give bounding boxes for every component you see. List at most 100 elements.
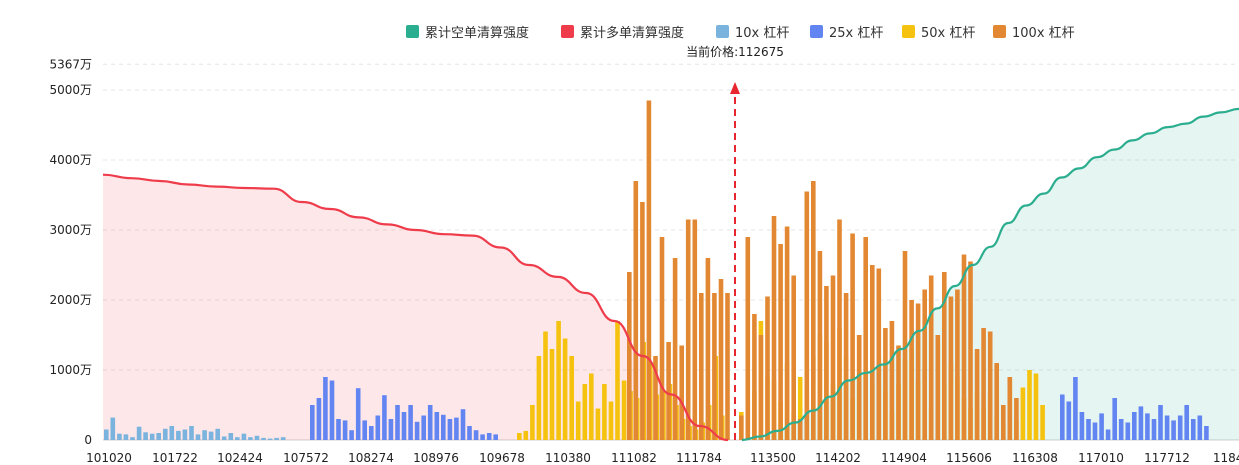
x-tick-label: 110380	[545, 451, 591, 465]
bar-25x	[369, 426, 374, 440]
legend-swatch-100x	[993, 24, 1006, 38]
current-price-label: 当前价格:112675	[686, 44, 784, 59]
bar-25x	[342, 420, 348, 440]
bar-100x	[863, 237, 868, 440]
bar-100x	[961, 254, 967, 440]
bar-10x	[117, 433, 122, 440]
bar-10x	[136, 426, 142, 440]
bar-100x	[784, 226, 790, 440]
bar-100x	[843, 293, 849, 440]
bar-25x	[1118, 419, 1124, 440]
bar-100x	[712, 293, 717, 440]
bar-10x	[130, 437, 135, 440]
x-tick-label: 109678	[479, 451, 525, 465]
legend-swatch-short-cumulative	[406, 24, 419, 38]
bar-25x	[1086, 419, 1091, 440]
cumulative-lines	[102, 107, 1239, 442]
y-axis: 0 1000万 2000万 3000万 4000万 5000万 5367万	[49, 57, 92, 447]
bar-25x	[1125, 422, 1131, 440]
bar-10x	[208, 431, 214, 440]
bar-100x	[672, 258, 678, 440]
bar-100x	[948, 296, 954, 440]
bar-100x	[870, 265, 875, 440]
bar-25x	[467, 426, 472, 440]
bar-10x	[267, 438, 273, 440]
bar-100x	[804, 191, 810, 440]
bar-10x	[274, 437, 279, 440]
legend-item-50x[interactable]: 50x 杠杆	[902, 20, 975, 42]
bar-100x	[909, 300, 914, 440]
legend-label-100x: 100x 杠杆	[1012, 25, 1075, 41]
bar-100x	[685, 219, 691, 440]
bar-100x	[902, 251, 908, 440]
bar-100x	[640, 202, 645, 440]
bar-100x	[968, 261, 973, 440]
x-axis: 101020 101722 102424 107572 108274 108976 1096…	[86, 451, 1239, 465]
bar-100x	[752, 314, 757, 440]
bar-100x	[811, 181, 816, 440]
y-tick-label: 5367万	[49, 57, 92, 71]
short-cumulative-line	[741, 107, 1239, 442]
bar-100x	[883, 328, 888, 440]
legend-item-long-cumulative[interactable]: 累计多单清算强度	[561, 20, 684, 42]
bar-100x	[915, 303, 921, 440]
bar-100x	[856, 335, 862, 440]
bar-25x	[1164, 415, 1170, 440]
bar-100x	[739, 415, 744, 440]
legend-label-long-cumulative: 累计多单清算强度	[580, 25, 685, 41]
bar-10x	[221, 436, 227, 440]
bar-25x	[480, 434, 485, 440]
bar-50x	[582, 384, 588, 440]
y-tick-label: 3000万	[49, 223, 92, 237]
bar-50x	[797, 377, 803, 440]
x-tick-label: 116308	[1012, 451, 1058, 465]
bar-10x	[163, 428, 168, 440]
bar-10x	[182, 429, 188, 440]
bar-50x	[543, 331, 548, 440]
y-tick-label: 4000万	[49, 153, 92, 167]
bar-100x	[653, 356, 658, 440]
bar-25x	[323, 377, 328, 440]
y-tick-label: 2000万	[49, 293, 92, 307]
y-tick-label: 5000万	[49, 83, 92, 97]
bar-50x	[523, 430, 529, 440]
legend-label-25x: 25x 杠杆	[829, 25, 884, 41]
bar-50x	[1020, 387, 1026, 440]
bar-100x	[633, 181, 639, 440]
bar-10x	[110, 417, 116, 440]
x-tick-label: 111082	[611, 451, 657, 465]
bar-100x	[1014, 398, 1019, 440]
legend-item-short-cumulative[interactable]: 累计空单清算强度	[406, 20, 529, 42]
bar-100x	[758, 335, 764, 440]
legend-item-25x[interactable]: 25x 杠杆	[810, 20, 883, 42]
bar-25x	[1073, 377, 1078, 440]
legend-item-100x[interactable]: 100x 杠杆	[993, 20, 1075, 42]
x-tick-label: 114904	[881, 451, 927, 465]
x-tick-label: 102424	[217, 451, 263, 465]
bar-25x	[1197, 415, 1203, 440]
bar-100x	[928, 275, 934, 440]
legend: 累计空单清算强度 累计多单清算强度 10x 杠杆 25x 杠杆 50x 杠杆 1…	[0, 20, 1239, 42]
legend-swatch-long-cumulative	[561, 24, 574, 38]
bar-100x	[830, 275, 836, 440]
legend-item-10x[interactable]: 10x 杠杆	[716, 20, 789, 42]
bar-100x	[725, 293, 730, 440]
bar-100x	[679, 345, 684, 440]
bar-25x	[401, 412, 407, 440]
bar-50x	[530, 405, 535, 440]
bar-10x	[189, 426, 194, 440]
bar-50x	[569, 356, 574, 440]
bar-25x	[1138, 406, 1144, 440]
y-tick-label: 1000万	[49, 363, 92, 377]
bar-100x	[718, 279, 724, 440]
x-tick-label: 108274	[348, 451, 394, 465]
x-tick-label: 107572	[283, 451, 329, 465]
bar-50x	[556, 321, 561, 440]
bar-100x	[981, 328, 986, 440]
bar-25x	[1066, 401, 1072, 440]
bar-100x	[922, 289, 927, 440]
bar-25x	[434, 412, 440, 440]
bar-100x	[994, 363, 999, 440]
bar-10x	[104, 429, 109, 440]
bar-50x	[589, 373, 594, 440]
